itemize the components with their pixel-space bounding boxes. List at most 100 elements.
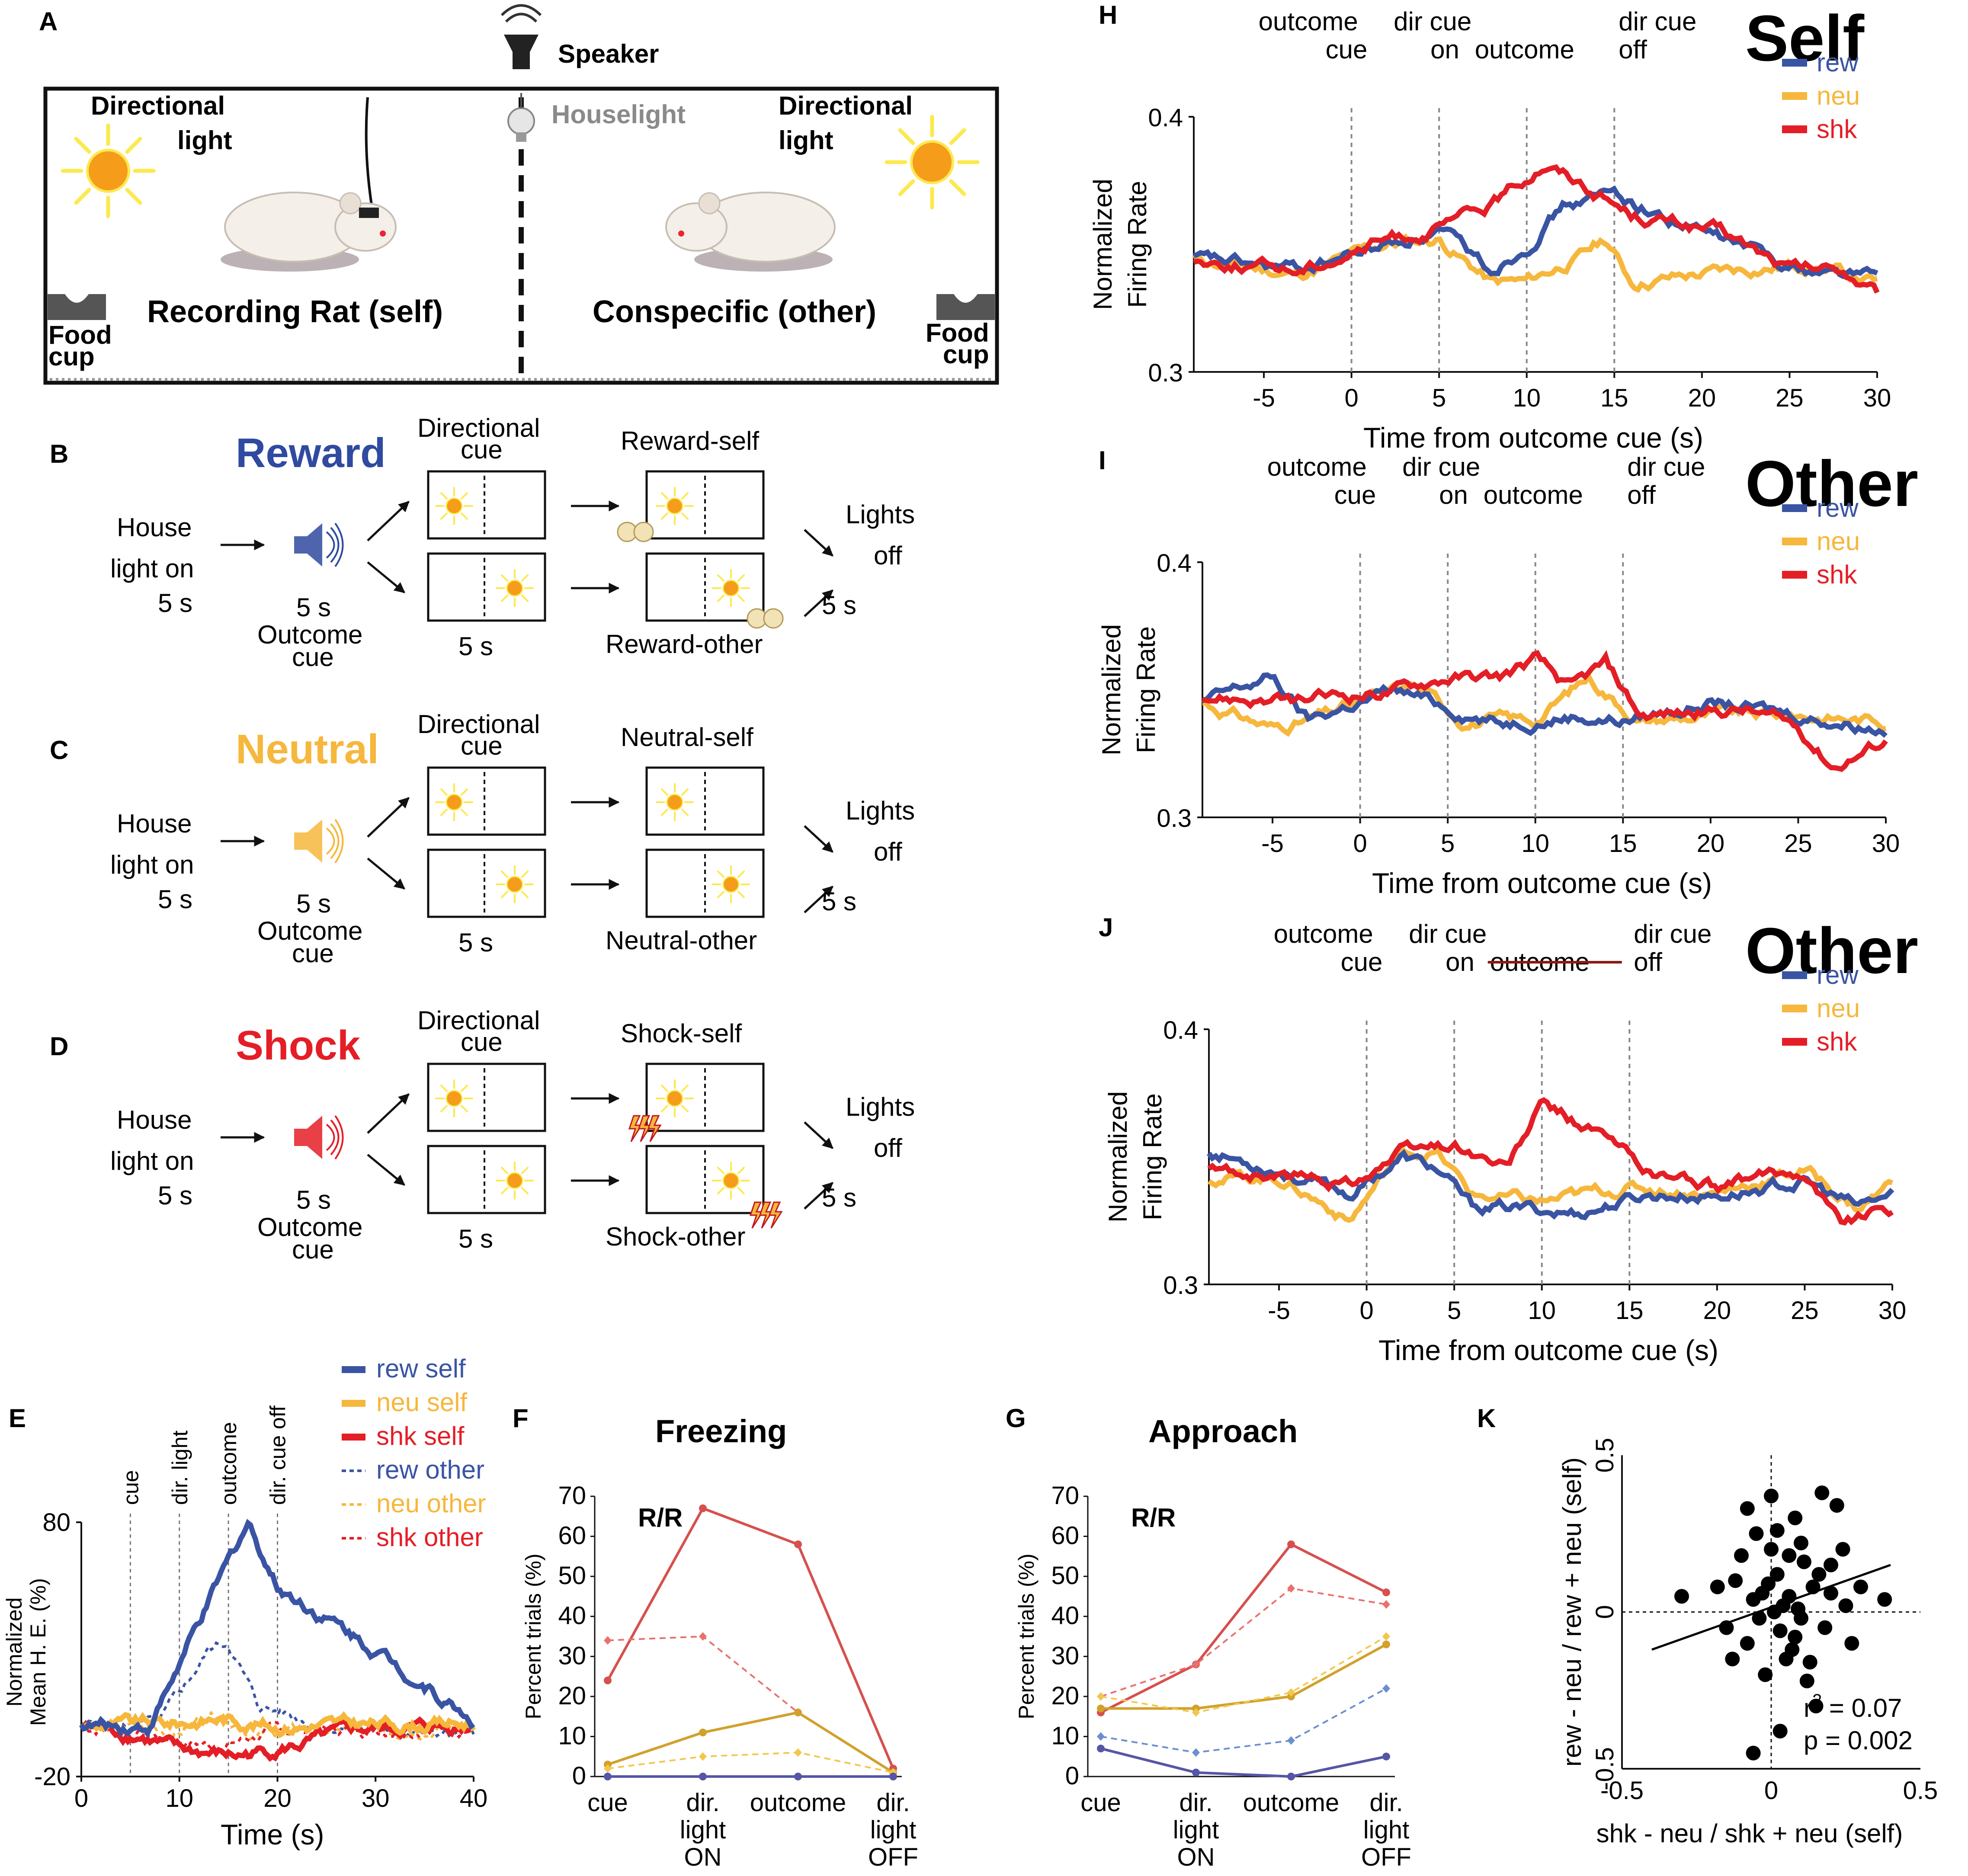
cue-duration: 5 s: [296, 889, 331, 918]
x-tick-label: outcome: [750, 1789, 846, 1817]
x-tick-label: ON: [1177, 1843, 1215, 1871]
panel-e-letter: E: [9, 1404, 26, 1433]
event-text: cue: [119, 1470, 143, 1505]
y-label: Percent trials (%): [1014, 1553, 1038, 1719]
y-tick-label: 70: [1051, 1482, 1079, 1510]
y-label: Percent trials (%): [521, 1553, 545, 1719]
scatter-point: [1788, 1511, 1803, 1525]
chamber-outline: [43, 86, 999, 385]
speaker-wave: [326, 531, 335, 559]
scatter-point: [1769, 1523, 1785, 1538]
outcome-other-label: Shock-other: [606, 1222, 746, 1251]
legend-label: neu self: [376, 1388, 467, 1417]
chamber-box: [427, 552, 546, 622]
house-l1: House: [117, 1105, 192, 1134]
food-cup-right-l1: Food: [926, 318, 989, 347]
event-text: dir. light: [168, 1431, 192, 1505]
houselight-bulb-icon: [507, 93, 535, 142]
y-axis-label: Normalized Mean H. E. (%): [2, 1578, 50, 1726]
y-tick-label: 0.4: [1163, 1016, 1198, 1044]
event-label: outcome: [1274, 919, 1373, 948]
arrow-up: [367, 501, 410, 541]
data-point: [1287, 1688, 1295, 1697]
series-neu-self: [1101, 1643, 1387, 1710]
y-tick-label: 10: [558, 1722, 586, 1750]
data-point: [1382, 1640, 1390, 1649]
event-label: cue: [1341, 948, 1383, 976]
dir-cue-l1: Directional: [417, 1006, 540, 1035]
y-tick-label: 0: [1591, 1605, 1619, 1619]
arrow: [804, 1182, 833, 1210]
data-point: [699, 1752, 707, 1761]
speaker-wave: [326, 1124, 335, 1151]
series-shk: [1207, 1097, 1894, 1226]
event-label: dir cue: [1402, 452, 1480, 481]
series-rew: [1207, 1149, 1894, 1221]
chamber-box: [645, 1063, 765, 1132]
shock-icon: [638, 1115, 652, 1142]
shock-icon: [768, 1201, 783, 1229]
y-tick-label: -0.5: [1591, 1747, 1619, 1790]
x-tick-label: 15: [1609, 829, 1637, 858]
panel-letter: F: [513, 1404, 529, 1433]
scatter-point: [1772, 1623, 1788, 1638]
x-axis-label: Time from outcome cue (s): [1378, 1334, 1718, 1366]
panel-i: I Other 0.4 0.3 -5 0 5 10 15 20 25 30 Time from outc…: [1097, 446, 1918, 899]
x-tick-label: outcome: [1243, 1789, 1339, 1817]
series-neu-other: [607, 1751, 894, 1774]
series-shk-other: [1100, 1587, 1387, 1697]
scatter-point: [1877, 1592, 1892, 1607]
directional-light-icon: [496, 569, 534, 607]
speaker-wave: [334, 522, 344, 567]
panel-letter: G: [1006, 1404, 1026, 1433]
y-label-l2: Firing Rate: [1138, 1093, 1167, 1220]
directional-light-icon: [656, 783, 694, 821]
lights-off-l2: off: [874, 1133, 902, 1162]
x-tick-label: cue: [1080, 1789, 1121, 1817]
scatter-point: [1829, 1498, 1844, 1513]
x-tick-label: OFF: [1361, 1843, 1411, 1871]
data-point: [1382, 1684, 1390, 1693]
y-axis-label: Normalized Firing Rate: [1103, 1091, 1167, 1222]
food-cup-left-l2: cup: [48, 342, 95, 371]
panel-title: Freezing: [655, 1413, 787, 1449]
x-axis-label: shk - neu / shk + neu (self): [1596, 1819, 1903, 1848]
speaker-body: [294, 1116, 322, 1159]
scatter-point: [1740, 1501, 1755, 1516]
panel-j: J Other 0.4 0.3 -5 0 5 10 15 20 25 30 Time from outc…: [1099, 913, 1918, 1366]
scatter-point: [1824, 1586, 1838, 1601]
y-label-l1: Normalized: [1103, 1091, 1132, 1222]
x-tick-label: 5: [1432, 384, 1446, 412]
scatter-point: [1796, 1554, 1811, 1569]
scatter-point: [1740, 1636, 1755, 1651]
scatter-point: [1710, 1579, 1725, 1594]
lights-off-l2: off: [874, 541, 902, 570]
x-tick-label: 0: [1353, 829, 1367, 858]
outcome-other-label: Reward-other: [606, 630, 763, 659]
panel-letter: H: [1099, 0, 1117, 29]
x-tick-label: 10: [165, 1784, 193, 1812]
scatter-point: [1752, 1611, 1767, 1626]
x-tick-label: 10: [1528, 1297, 1556, 1325]
x-tick-label: dir.: [876, 1789, 910, 1817]
event-label: dir cue: [1409, 919, 1487, 948]
chamber-box: [427, 1063, 546, 1132]
series-neu: [1207, 1143, 1894, 1223]
y-axis-label: Normalized Firing Rate: [1097, 624, 1160, 755]
x-tick-label: dir.: [1369, 1789, 1403, 1817]
house-duration: 5 s: [158, 885, 192, 914]
recording-rat-illustration: [221, 97, 397, 272]
x-tick-label: 0: [74, 1784, 88, 1812]
data-point: [699, 1632, 707, 1641]
x-tick-label: 10: [1521, 829, 1549, 858]
y-label-l1: Normalized: [1097, 624, 1126, 755]
legend-label: shk: [1817, 1027, 1857, 1056]
scatter-point: [1799, 1674, 1814, 1688]
event-label: outcome: [1267, 452, 1367, 481]
y-tick-label: 60: [558, 1522, 586, 1550]
speaker-wave: [330, 527, 340, 563]
